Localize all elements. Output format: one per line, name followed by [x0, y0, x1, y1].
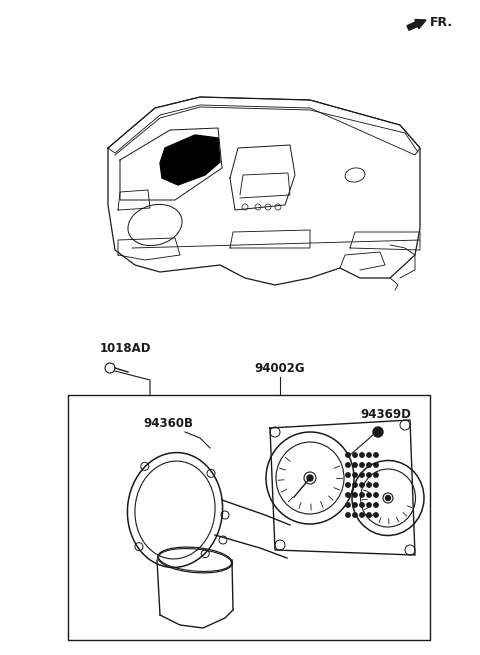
Bar: [68, 395, 430, 640]
Circle shape: [353, 503, 357, 507]
Circle shape: [360, 483, 364, 487]
Circle shape: [360, 513, 364, 517]
Circle shape: [367, 453, 371, 457]
Circle shape: [367, 503, 371, 507]
Circle shape: [353, 513, 357, 517]
Circle shape: [374, 493, 378, 497]
Circle shape: [353, 493, 357, 497]
Circle shape: [367, 463, 371, 467]
Text: 1018AD: 1018AD: [99, 342, 151, 355]
FancyArrow shape: [407, 20, 426, 30]
Circle shape: [353, 463, 357, 467]
Circle shape: [360, 493, 364, 497]
Circle shape: [367, 483, 371, 487]
Circle shape: [346, 513, 350, 517]
Circle shape: [346, 453, 350, 457]
Circle shape: [374, 503, 378, 507]
Circle shape: [360, 463, 364, 467]
Circle shape: [346, 503, 350, 507]
Circle shape: [346, 463, 350, 467]
Circle shape: [346, 473, 350, 477]
Polygon shape: [160, 135, 220, 185]
Circle shape: [374, 473, 378, 477]
Circle shape: [307, 475, 313, 481]
Circle shape: [367, 493, 371, 497]
Circle shape: [374, 513, 378, 517]
Circle shape: [383, 493, 393, 503]
Circle shape: [346, 493, 350, 497]
Circle shape: [374, 483, 378, 487]
Circle shape: [367, 473, 371, 477]
Circle shape: [374, 463, 378, 467]
Circle shape: [374, 453, 378, 457]
Circle shape: [353, 453, 357, 457]
Text: 94002G: 94002G: [255, 362, 305, 375]
Circle shape: [353, 483, 357, 487]
Circle shape: [353, 473, 357, 477]
Circle shape: [373, 427, 383, 437]
Circle shape: [360, 453, 364, 457]
Circle shape: [304, 472, 316, 484]
Text: 94369D: 94369D: [360, 408, 411, 421]
Text: FR.: FR.: [430, 16, 453, 29]
Circle shape: [346, 483, 350, 487]
Circle shape: [385, 495, 391, 500]
Circle shape: [360, 473, 364, 477]
Circle shape: [367, 513, 371, 517]
Text: 94360B: 94360B: [143, 417, 193, 430]
Circle shape: [360, 503, 364, 507]
